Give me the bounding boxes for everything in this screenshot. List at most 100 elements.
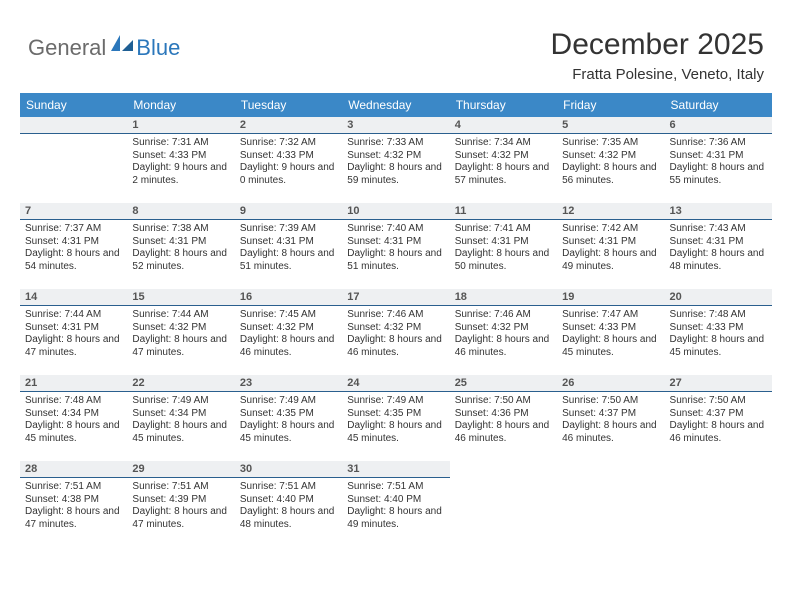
calendar-table: SundayMondayTuesdayWednesdayThursdayFrid… — [20, 93, 772, 547]
day-details: Sunrise: 7:47 AMSunset: 4:33 PMDaylight:… — [557, 306, 664, 361]
daylight-text: Daylight: 8 hours and 46 minutes. — [562, 420, 659, 445]
day-number: 11 — [450, 203, 557, 220]
sunrise-text: Sunrise: 7:49 AM — [240, 395, 337, 408]
day-number: 5 — [557, 117, 664, 134]
calendar-body: 1Sunrise: 7:31 AMSunset: 4:33 PMDaylight… — [20, 117, 772, 547]
empty-day-header — [20, 117, 127, 134]
sunset-text: Sunset: 4:32 PM — [240, 322, 337, 335]
calendar-day-cell: 27Sunrise: 7:50 AMSunset: 4:37 PMDayligh… — [665, 375, 772, 461]
daylight-text: Daylight: 8 hours and 50 minutes. — [455, 248, 552, 273]
day-details: Sunrise: 7:48 AMSunset: 4:34 PMDaylight:… — [20, 392, 127, 447]
calendar-day-cell: 12Sunrise: 7:42 AMSunset: 4:31 PMDayligh… — [557, 203, 664, 289]
calendar-day-cell: 9Sunrise: 7:39 AMSunset: 4:31 PMDaylight… — [235, 203, 342, 289]
sunset-text: Sunset: 4:33 PM — [240, 150, 337, 163]
calendar-day-cell: 28Sunrise: 7:51 AMSunset: 4:38 PMDayligh… — [20, 461, 127, 547]
calendar-day-cell — [450, 461, 557, 547]
sunrise-text: Sunrise: 7:51 AM — [240, 481, 337, 494]
calendar-week-row: 21Sunrise: 7:48 AMSunset: 4:34 PMDayligh… — [20, 375, 772, 461]
daylight-text: Daylight: 8 hours and 52 minutes. — [132, 248, 229, 273]
header: General Blue December 2025 Fratta Polesi… — [20, 28, 772, 83]
daylight-text: Daylight: 8 hours and 45 minutes. — [25, 420, 122, 445]
day-number: 27 — [665, 375, 772, 392]
calendar-day-cell: 21Sunrise: 7:48 AMSunset: 4:34 PMDayligh… — [20, 375, 127, 461]
sunrise-text: Sunrise: 7:44 AM — [132, 309, 229, 322]
sunrise-text: Sunrise: 7:41 AM — [455, 223, 552, 236]
daylight-text: Daylight: 8 hours and 48 minutes. — [240, 506, 337, 531]
daylight-text: Daylight: 8 hours and 54 minutes. — [25, 248, 122, 273]
day-details: Sunrise: 7:35 AMSunset: 4:32 PMDaylight:… — [557, 134, 664, 189]
day-number: 8 — [127, 203, 234, 220]
calendar-day-cell: 19Sunrise: 7:47 AMSunset: 4:33 PMDayligh… — [557, 289, 664, 375]
day-number: 10 — [342, 203, 449, 220]
daylight-text: Daylight: 9 hours and 0 minutes. — [240, 162, 337, 187]
day-details: Sunrise: 7:41 AMSunset: 4:31 PMDaylight:… — [450, 220, 557, 275]
brand-part2: Blue — [136, 35, 180, 61]
day-number: 2 — [235, 117, 342, 134]
day-number: 3 — [342, 117, 449, 134]
sunset-text: Sunset: 4:31 PM — [562, 236, 659, 249]
calendar-day-cell: 22Sunrise: 7:49 AMSunset: 4:34 PMDayligh… — [127, 375, 234, 461]
calendar-day-cell: 11Sunrise: 7:41 AMSunset: 4:31 PMDayligh… — [450, 203, 557, 289]
calendar-day-cell: 24Sunrise: 7:49 AMSunset: 4:35 PMDayligh… — [342, 375, 449, 461]
sunset-text: Sunset: 4:38 PM — [25, 494, 122, 507]
daylight-text: Daylight: 8 hours and 51 minutes. — [347, 248, 444, 273]
day-details: Sunrise: 7:39 AMSunset: 4:31 PMDaylight:… — [235, 220, 342, 275]
sunset-text: Sunset: 4:40 PM — [240, 494, 337, 507]
day-details: Sunrise: 7:36 AMSunset: 4:31 PMDaylight:… — [665, 134, 772, 189]
day-number: 4 — [450, 117, 557, 134]
sunrise-text: Sunrise: 7:48 AM — [25, 395, 122, 408]
sunrise-text: Sunrise: 7:32 AM — [240, 137, 337, 150]
calendar-day-cell: 30Sunrise: 7:51 AMSunset: 4:40 PMDayligh… — [235, 461, 342, 547]
day-number: 23 — [235, 375, 342, 392]
calendar-week-row: 7Sunrise: 7:37 AMSunset: 4:31 PMDaylight… — [20, 203, 772, 289]
daylight-text: Daylight: 8 hours and 48 minutes. — [670, 248, 767, 273]
day-details: Sunrise: 7:51 AMSunset: 4:40 PMDaylight:… — [235, 478, 342, 533]
sunrise-text: Sunrise: 7:37 AM — [25, 223, 122, 236]
sunset-text: Sunset: 4:36 PM — [455, 408, 552, 421]
sunset-text: Sunset: 4:32 PM — [455, 322, 552, 335]
day-number: 21 — [20, 375, 127, 392]
calendar-week-row: 28Sunrise: 7:51 AMSunset: 4:38 PMDayligh… — [20, 461, 772, 547]
day-number: 9 — [235, 203, 342, 220]
day-number: 17 — [342, 289, 449, 306]
day-number: 19 — [557, 289, 664, 306]
sunrise-text: Sunrise: 7:49 AM — [347, 395, 444, 408]
sunset-text: Sunset: 4:31 PM — [25, 322, 122, 335]
calendar-day-cell — [557, 461, 664, 547]
day-number: 29 — [127, 461, 234, 478]
sunrise-text: Sunrise: 7:34 AM — [455, 137, 552, 150]
sunset-text: Sunset: 4:31 PM — [670, 150, 767, 163]
day-number: 13 — [665, 203, 772, 220]
calendar-day-cell: 16Sunrise: 7:45 AMSunset: 4:32 PMDayligh… — [235, 289, 342, 375]
title-block: December 2025 Fratta Polesine, Veneto, I… — [551, 28, 764, 83]
sunrise-text: Sunrise: 7:51 AM — [132, 481, 229, 494]
sunrise-text: Sunrise: 7:49 AM — [132, 395, 229, 408]
sunset-text: Sunset: 4:40 PM — [347, 494, 444, 507]
day-number: 24 — [342, 375, 449, 392]
sunrise-text: Sunrise: 7:50 AM — [455, 395, 552, 408]
daylight-text: Daylight: 8 hours and 47 minutes. — [132, 334, 229, 359]
day-details: Sunrise: 7:46 AMSunset: 4:32 PMDaylight:… — [342, 306, 449, 361]
day-details: Sunrise: 7:31 AMSunset: 4:33 PMDaylight:… — [127, 134, 234, 189]
calendar-day-cell: 1Sunrise: 7:31 AMSunset: 4:33 PMDaylight… — [127, 117, 234, 203]
weekday-header: Saturday — [665, 93, 772, 117]
daylight-text: Daylight: 8 hours and 46 minutes. — [347, 334, 444, 359]
calendar-day-cell: 20Sunrise: 7:48 AMSunset: 4:33 PMDayligh… — [665, 289, 772, 375]
sunset-text: Sunset: 4:31 PM — [347, 236, 444, 249]
sunset-text: Sunset: 4:33 PM — [132, 150, 229, 163]
brand-part1: General — [28, 35, 106, 61]
sunset-text: Sunset: 4:39 PM — [132, 494, 229, 507]
sunset-text: Sunset: 4:32 PM — [455, 150, 552, 163]
sunset-text: Sunset: 4:32 PM — [347, 150, 444, 163]
day-details: Sunrise: 7:33 AMSunset: 4:32 PMDaylight:… — [342, 134, 449, 189]
day-details: Sunrise: 7:37 AMSunset: 4:31 PMDaylight:… — [20, 220, 127, 275]
sunrise-text: Sunrise: 7:36 AM — [670, 137, 767, 150]
day-number: 14 — [20, 289, 127, 306]
weekday-header: Tuesday — [235, 93, 342, 117]
day-details: Sunrise: 7:45 AMSunset: 4:32 PMDaylight:… — [235, 306, 342, 361]
calendar-day-cell: 17Sunrise: 7:46 AMSunset: 4:32 PMDayligh… — [342, 289, 449, 375]
daylight-text: Daylight: 8 hours and 45 minutes. — [562, 334, 659, 359]
daylight-text: Daylight: 8 hours and 45 minutes. — [670, 334, 767, 359]
calendar-day-cell: 15Sunrise: 7:44 AMSunset: 4:32 PMDayligh… — [127, 289, 234, 375]
daylight-text: Daylight: 9 hours and 2 minutes. — [132, 162, 229, 187]
